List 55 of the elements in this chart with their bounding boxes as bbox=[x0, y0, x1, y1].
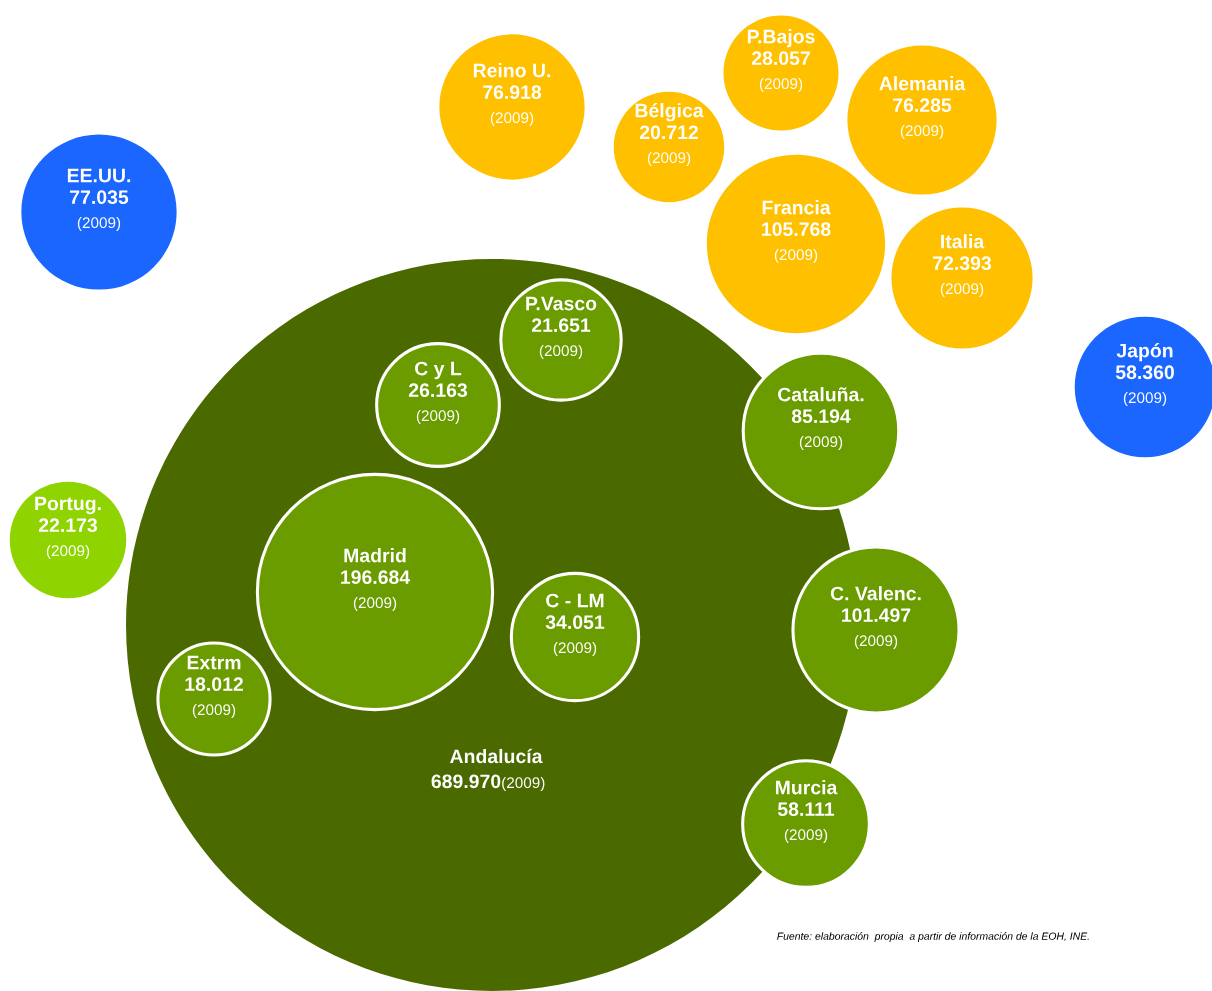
category-label: Francia bbox=[762, 200, 831, 215]
category-label: Extrm bbox=[187, 655, 241, 670]
data-label: 196.684 bbox=[341, 570, 411, 585]
text: (2009) bbox=[900, 124, 944, 140]
text: (2009) bbox=[416, 409, 460, 425]
category-label: Alemania bbox=[879, 76, 966, 91]
category-label: Andalucía bbox=[450, 748, 543, 764]
data-label: 76.285 bbox=[893, 98, 952, 113]
data-label: 21.651 bbox=[531, 318, 591, 333]
category-label: Portug. bbox=[35, 496, 101, 515]
category-label: Reino U. bbox=[473, 63, 551, 78]
category-label: P.Bajos bbox=[747, 29, 815, 48]
data-label: 26.163 bbox=[408, 383, 468, 398]
category-label: C - LM bbox=[546, 593, 604, 608]
data-label: 58.360 bbox=[1115, 365, 1174, 380]
text: (2009) bbox=[490, 111, 534, 127]
data-label: 34.051 bbox=[545, 615, 605, 630]
text: (2009) bbox=[854, 634, 898, 650]
category-label: Cataluña. bbox=[778, 387, 864, 402]
category-label: EE.UU. bbox=[67, 168, 131, 183]
data-label: 101.497 bbox=[842, 608, 911, 623]
text: (2009) bbox=[539, 344, 583, 360]
text: (2009) bbox=[784, 828, 828, 844]
category-label: Murcia bbox=[775, 780, 838, 795]
data-label: 20.712 bbox=[639, 125, 698, 140]
data-label: 72.393 bbox=[933, 256, 992, 271]
category-label: C. Valenc. bbox=[830, 586, 921, 601]
text: (2009) bbox=[1123, 391, 1167, 407]
text: (2009) bbox=[353, 596, 397, 612]
data-label: 58.111 bbox=[777, 802, 835, 817]
data-label: 85.194 bbox=[791, 409, 851, 424]
category-label: Japón bbox=[1116, 343, 1173, 362]
text: (2009) bbox=[759, 77, 803, 93]
text: (2009) bbox=[77, 216, 121, 232]
text: (2009) bbox=[46, 544, 90, 560]
category-label: P.Vasco bbox=[526, 296, 597, 311]
text: (2009) bbox=[553, 641, 597, 657]
source-note: Fuente: elaboración propia a partir de información de la EOH, INE. bbox=[777, 932, 1089, 942]
category-label: C y L bbox=[415, 361, 462, 380]
text: (2009) bbox=[647, 151, 691, 167]
data-label: 76.918 bbox=[483, 85, 542, 100]
text: (2009) bbox=[502, 776, 545, 792]
data-label: 689.970 bbox=[431, 774, 501, 789]
text: (2009) bbox=[940, 282, 984, 298]
data-label: 22.173 bbox=[38, 518, 98, 533]
data-label: 28.057 bbox=[751, 51, 810, 66]
text: (2009) bbox=[799, 435, 843, 451]
data-label: 105.768 bbox=[762, 222, 831, 237]
data-label: 18.012 bbox=[185, 677, 243, 692]
data-label: 77.035 bbox=[70, 190, 129, 205]
category-label: Italia bbox=[941, 234, 985, 249]
category-label: Bélgica bbox=[635, 102, 704, 122]
text: (2009) bbox=[192, 703, 236, 719]
category-label: Madrid bbox=[344, 548, 406, 563]
text: (2009) bbox=[774, 248, 818, 264]
